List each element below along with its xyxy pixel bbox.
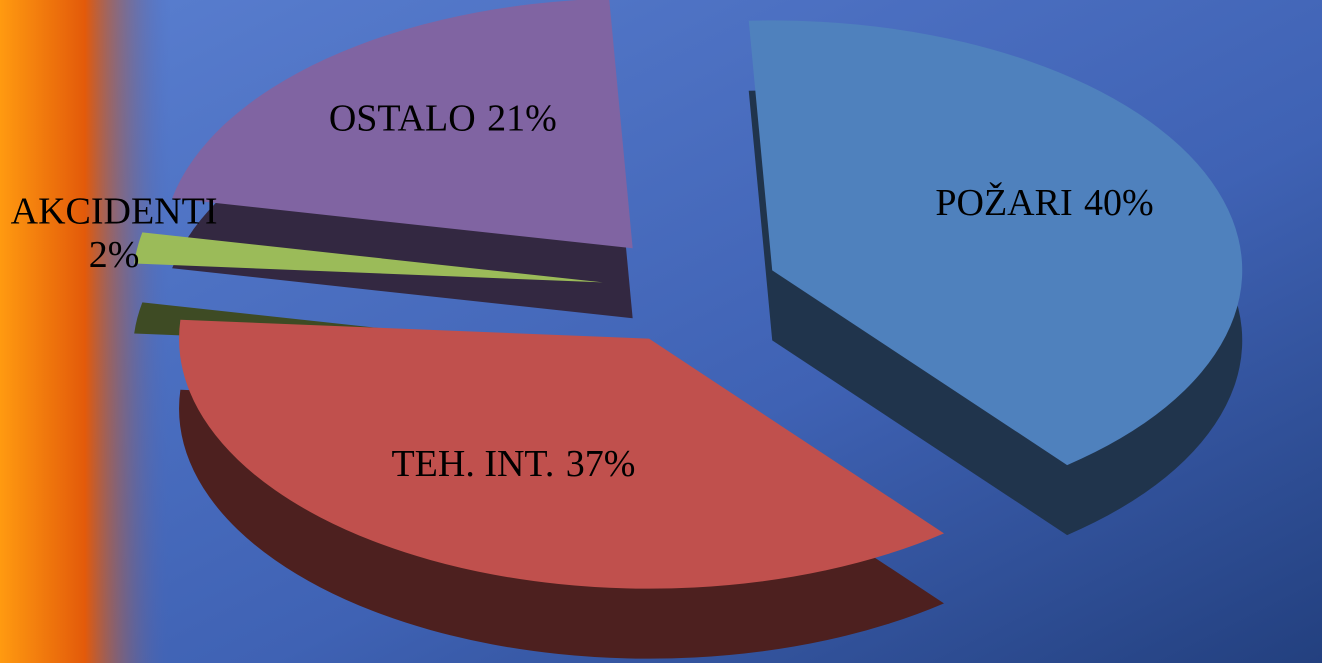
label-category: OSTALO <box>329 98 476 140</box>
label-category: TEH. INT. <box>391 443 554 485</box>
label-category: POŽARI <box>935 182 1072 224</box>
data-label: TEH. INT. 37% <box>391 443 635 485</box>
label-value: 40% <box>1084 182 1154 224</box>
label-value: 21% <box>487 98 557 140</box>
label-value: 37% <box>566 443 636 485</box>
label-category: AKCIDENTI <box>11 190 218 232</box>
chart: POŽARI 40% TEH. INT. 37% AKCIDENTI2% OSTALO 21… <box>0 0 1322 663</box>
data-label: OSTALO 21% <box>329 98 557 140</box>
data-label: POŽARI 40% <box>935 182 1153 224</box>
label-value: 2% <box>89 234 140 276</box>
page: POŽARI 40% TEH. INT. 37% AKCIDENTI2% OSTALO 21… <box>0 0 1322 663</box>
